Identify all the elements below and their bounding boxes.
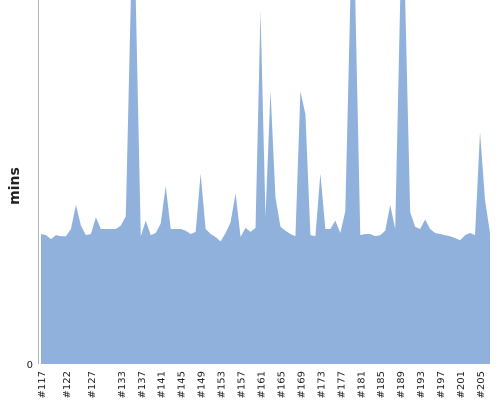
x-tick-label: #185 — [376, 371, 387, 398]
x-tick-label: #133 — [117, 371, 128, 398]
y-axis-ticks: 0 — [27, 360, 33, 371]
x-tick-label: #145 — [177, 371, 188, 398]
x-tick-label: #149 — [197, 371, 208, 398]
x-tick-label: #177 — [336, 371, 347, 398]
x-tick-label: #157 — [237, 371, 248, 398]
x-tick-label: #117 — [37, 371, 48, 398]
x-tick-label: #165 — [276, 371, 287, 398]
x-axis-ticks: #117 #122 #127 #133 #137 #141 #145 #149 #153 #157… — [37, 371, 487, 398]
x-tick-label: #161 — [257, 371, 268, 398]
x-tick-label: #137 — [137, 371, 148, 398]
x-tick-label: #173 — [316, 371, 327, 398]
x-tick-label: #153 — [217, 371, 228, 398]
plot-area — [41, 0, 490, 364]
x-tick-label: #169 — [296, 371, 307, 398]
x-tick-label: #193 — [416, 371, 427, 398]
x-tick-label: #201 — [456, 371, 467, 398]
x-tick-label: #122 — [62, 371, 73, 398]
x-tick-label: #181 — [356, 371, 367, 398]
y-axis-title: mins — [7, 167, 23, 205]
x-tick-label: #141 — [157, 371, 168, 398]
x-tick-label: #197 — [436, 371, 447, 398]
y-tick-label: 0 — [27, 360, 33, 371]
series-area — [41, 0, 490, 364]
x-tick-label: #127 — [87, 371, 98, 398]
x-tick-label: #189 — [396, 371, 407, 398]
x-tick-label: #205 — [476, 371, 487, 398]
